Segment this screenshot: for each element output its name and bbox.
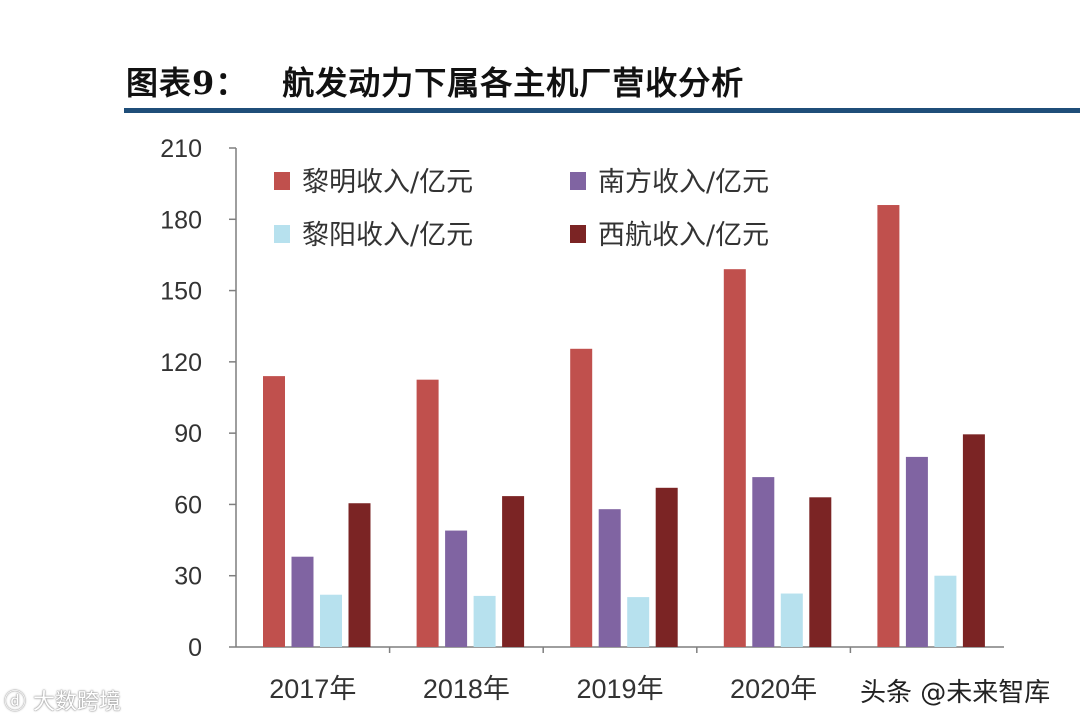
bar bbox=[752, 477, 775, 647]
bar bbox=[263, 376, 285, 647]
bar bbox=[502, 496, 525, 647]
bar bbox=[473, 595, 496, 647]
bar bbox=[445, 530, 468, 647]
bar bbox=[934, 575, 957, 647]
bar bbox=[627, 597, 650, 647]
legend-swatch bbox=[570, 225, 586, 243]
chart-title-text: 航发动力下属各主机厂营收分析 bbox=[282, 64, 745, 102]
legend-swatch bbox=[570, 172, 586, 190]
bar bbox=[416, 379, 439, 647]
watermark-right: 头条 @未来智库 bbox=[860, 678, 1051, 708]
chart-title-label: 图表9： bbox=[126, 64, 249, 102]
x-tick-label: 2018年 bbox=[423, 674, 510, 704]
y-tick-label: 90 bbox=[174, 420, 202, 448]
bar bbox=[809, 497, 832, 647]
bar bbox=[723, 269, 746, 647]
y-tick-label: 0 bbox=[188, 634, 202, 662]
y-tick-label: 30 bbox=[174, 563, 202, 591]
bar bbox=[905, 456, 928, 647]
bar bbox=[780, 593, 803, 647]
bar bbox=[291, 556, 314, 647]
legend-label: 南方收入/亿元 bbox=[598, 167, 769, 198]
bar bbox=[598, 509, 621, 647]
y-tick-label: 150 bbox=[160, 278, 202, 306]
y-tick-label: 120 bbox=[160, 349, 202, 377]
y-tick-label: 180 bbox=[160, 206, 202, 234]
bar bbox=[348, 503, 371, 647]
bar bbox=[962, 434, 985, 647]
bar bbox=[320, 594, 342, 647]
bar bbox=[655, 487, 678, 647]
legend-label: 黎明收入/亿元 bbox=[302, 167, 473, 198]
y-tick-label: 60 bbox=[174, 491, 202, 519]
chart-title: 图表9： 航发动力下属各主机厂营收分析 bbox=[126, 58, 744, 104]
bar bbox=[570, 348, 593, 647]
x-tick-label: 2019年 bbox=[576, 674, 663, 704]
title-divider bbox=[124, 108, 1080, 113]
legend-label: 西航收入/亿元 bbox=[598, 220, 769, 251]
legend-swatch bbox=[274, 172, 290, 190]
watermark-left: ⓓ 大数跨境 bbox=[4, 690, 121, 715]
x-tick-label: 2017年 bbox=[269, 674, 356, 704]
y-tick-label: 210 bbox=[160, 135, 202, 163]
x-tick-label: 2020年 bbox=[730, 674, 817, 704]
legend-swatch bbox=[274, 225, 290, 243]
legend-label: 黎阳收入/亿元 bbox=[302, 220, 473, 251]
bar bbox=[877, 205, 900, 647]
